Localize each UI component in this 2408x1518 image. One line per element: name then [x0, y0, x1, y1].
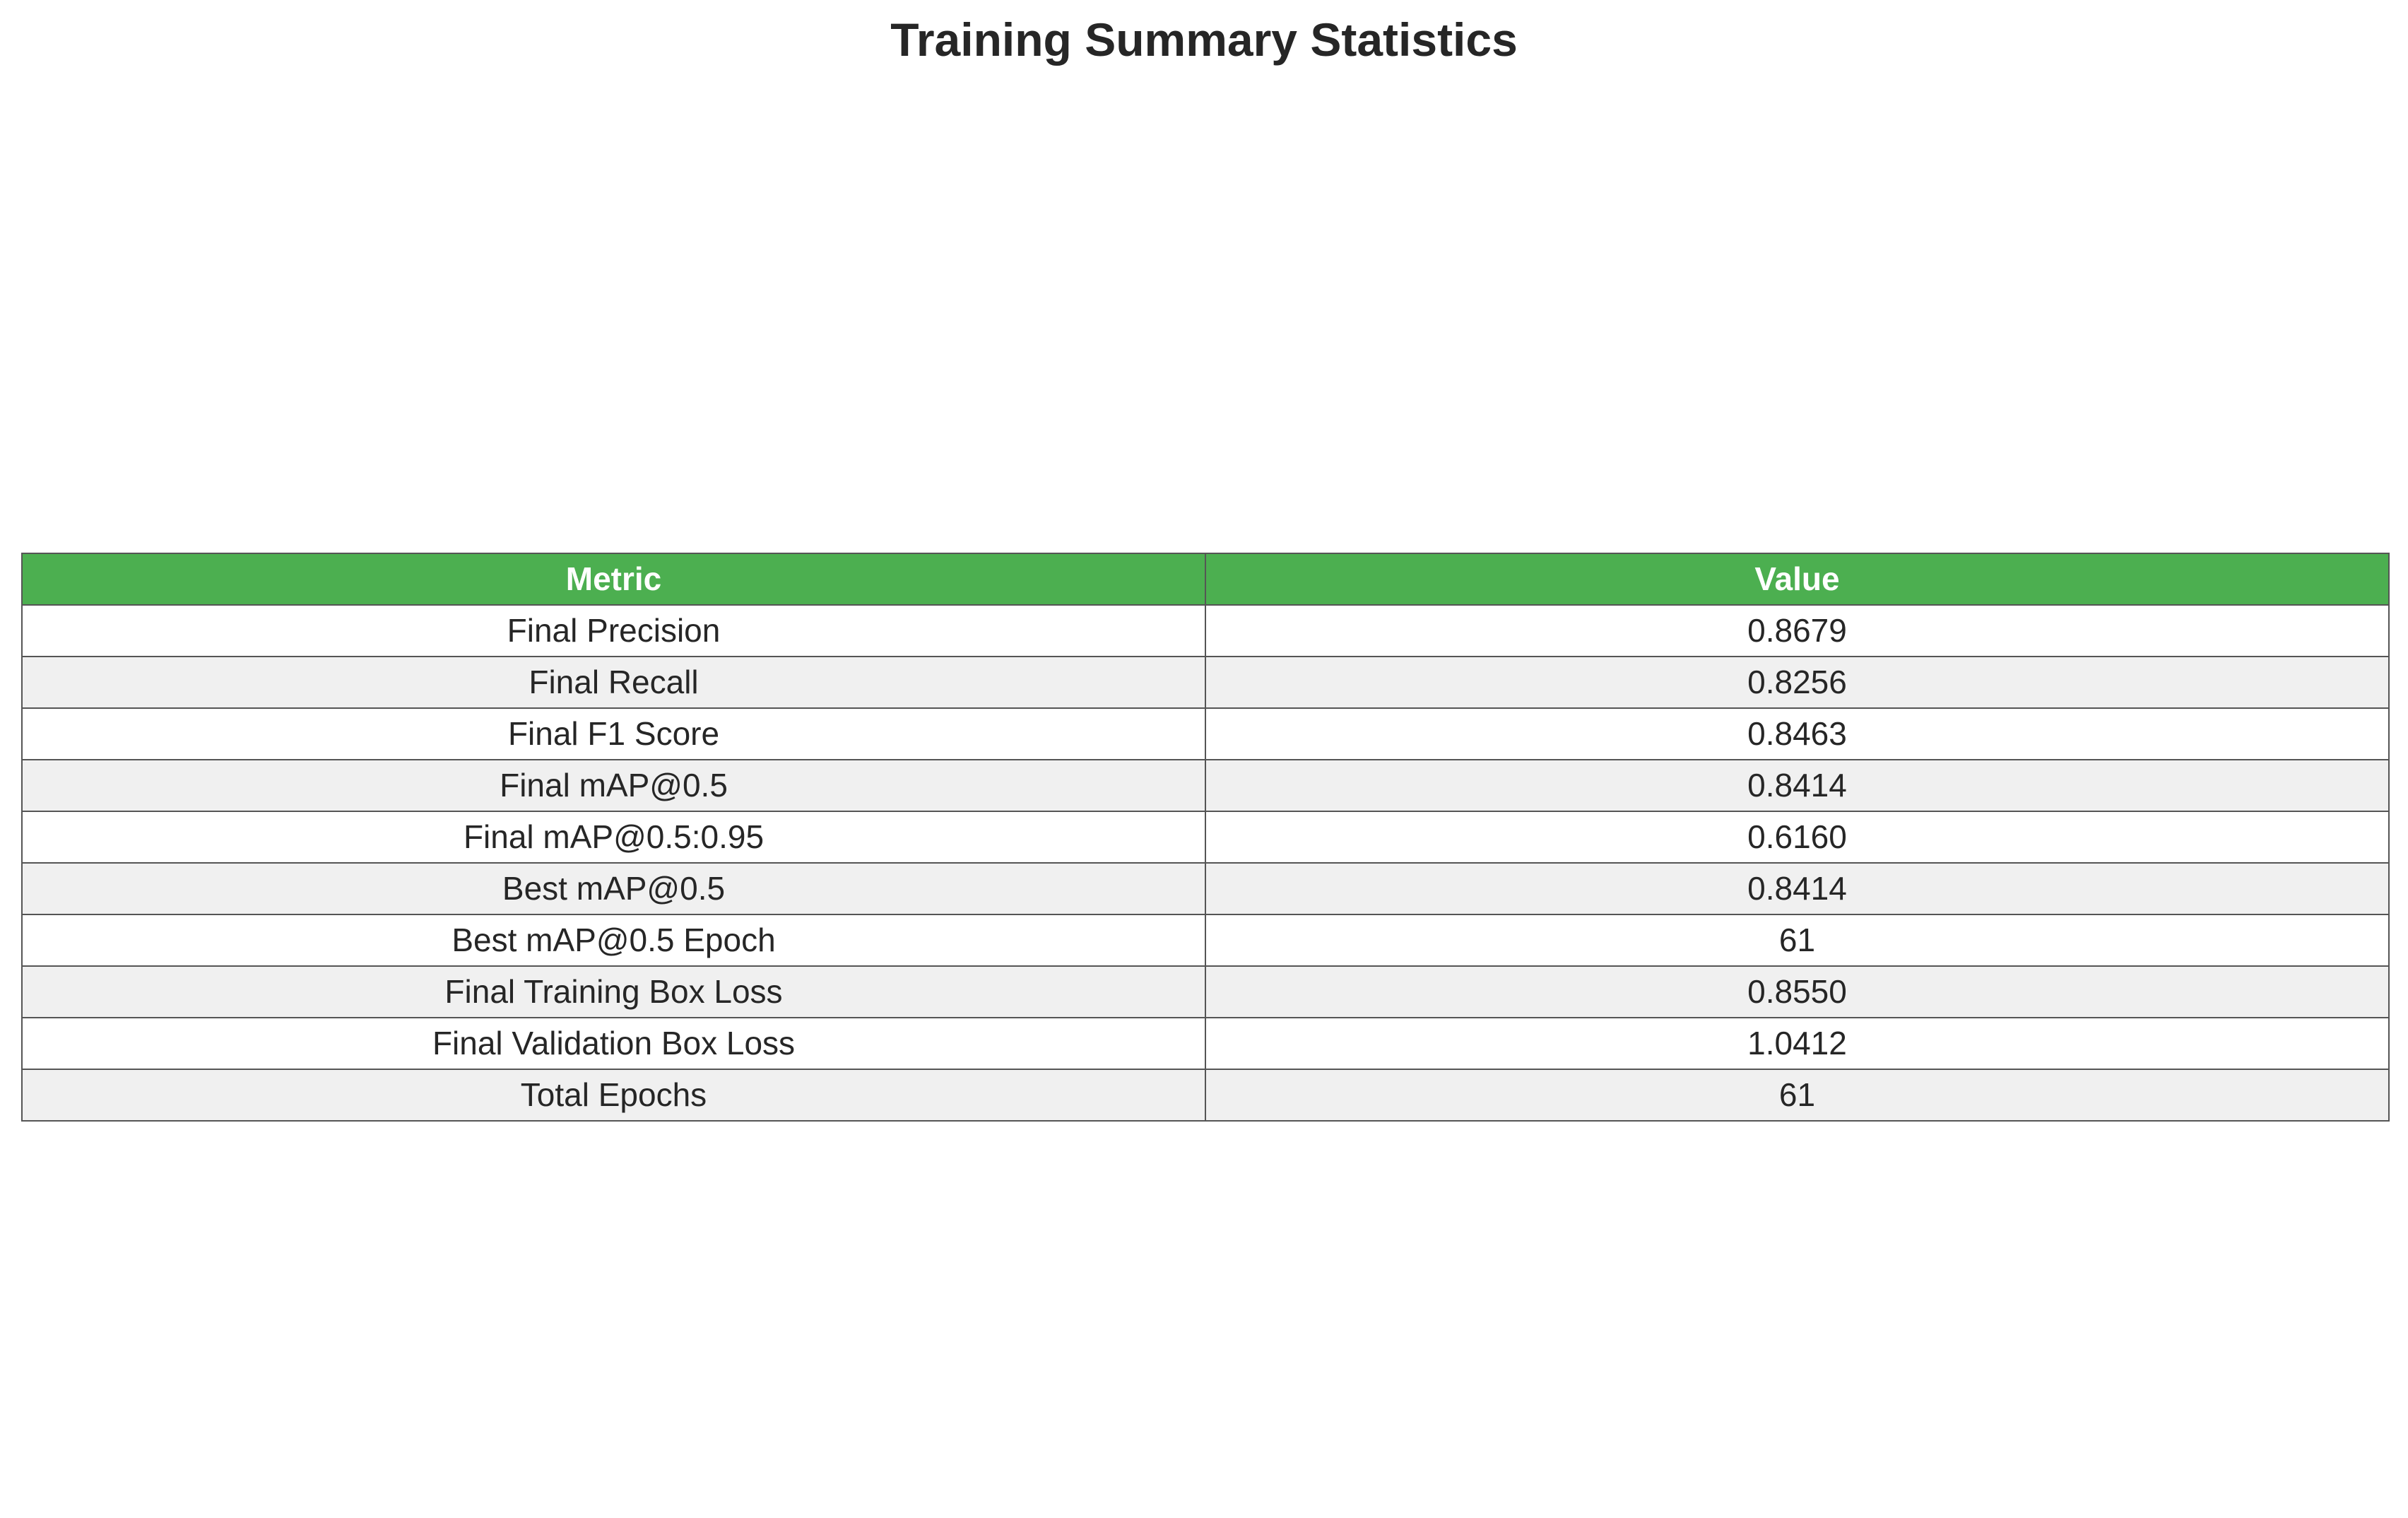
value-cell: 61 [1205, 1069, 2390, 1122]
table-row: Best mAP@0.5 0.8414 [21, 862, 2390, 915]
value-cell: 0.8414 [1205, 759, 2390, 812]
table-row: Final mAP@0.5 0.8414 [21, 759, 2390, 812]
table-row: Best mAP@0.5 Epoch 61 [21, 914, 2390, 967]
column-header-value: Value [1205, 553, 2390, 606]
metric-cell: Final F1 Score [21, 707, 1206, 760]
summary-table: Metric Value Final Precision 0.8679 Fina… [21, 553, 2390, 1122]
table-row: Final mAP@0.5:0.95 0.6160 [21, 811, 2390, 864]
metric-cell: Final Precision [21, 604, 1206, 657]
metric-cell: Final mAP@0.5 [21, 759, 1206, 812]
metric-cell: Best mAP@0.5 Epoch [21, 914, 1206, 967]
metric-cell: Final Training Box Loss [21, 965, 1206, 1018]
column-header-metric: Metric [21, 553, 1206, 606]
summary-table-container: Metric Value Final Precision 0.8679 Fina… [21, 553, 2390, 1122]
value-cell: 0.8679 [1205, 604, 2390, 657]
value-cell: 0.8414 [1205, 862, 2390, 915]
table-row: Final F1 Score 0.8463 [21, 707, 2390, 760]
table-row: Final Validation Box Loss 1.0412 [21, 1017, 2390, 1070]
table-row: Final Precision 0.8679 [21, 604, 2390, 657]
value-cell: 1.0412 [1205, 1017, 2390, 1070]
value-cell: 0.6160 [1205, 811, 2390, 864]
table-row: Final Recall 0.8256 [21, 656, 2390, 709]
metric-cell: Final Recall [21, 656, 1206, 709]
table-row: Final Training Box Loss 0.8550 [21, 965, 2390, 1018]
value-cell: 0.8463 [1205, 707, 2390, 760]
value-cell: 0.8256 [1205, 656, 2390, 709]
metric-cell: Best mAP@0.5 [21, 862, 1206, 915]
value-cell: 61 [1205, 914, 2390, 967]
metric-cell: Final Validation Box Loss [21, 1017, 1206, 1070]
table-row: Total Epochs 61 [21, 1069, 2390, 1122]
metric-cell: Total Epochs [21, 1069, 1206, 1122]
table-header-row: Metric Value [21, 553, 2390, 606]
metric-cell: Final mAP@0.5:0.95 [21, 811, 1206, 864]
chart-title: Training Summary Statistics [890, 13, 1518, 66]
value-cell: 0.8550 [1205, 965, 2390, 1018]
